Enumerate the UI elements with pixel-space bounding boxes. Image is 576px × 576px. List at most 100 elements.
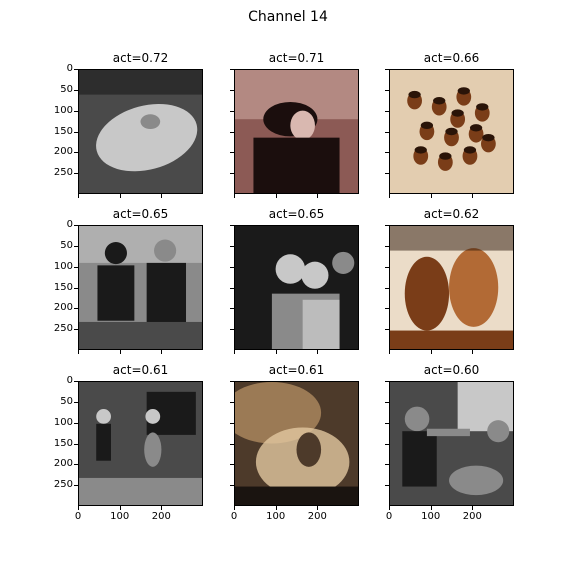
subplot: act=0.71 [230, 51, 359, 198]
activation-image [234, 381, 359, 506]
y-tick [385, 152, 389, 154]
y-tick [74, 464, 78, 466]
x-tick [317, 350, 319, 354]
y-tick [385, 381, 389, 382]
y-tick-label: 200 [53, 458, 73, 470]
y-tick-label: 50 [60, 239, 73, 251]
x-tick-label: 0 [74, 511, 82, 522]
x-tick [161, 350, 163, 354]
y-tick [74, 287, 78, 289]
subplot-title: act=0.60 [423, 363, 480, 377]
y-tick [230, 245, 234, 247]
activation-image [234, 69, 359, 194]
x-tick [472, 350, 474, 354]
x-tick-label: 0 [230, 511, 238, 522]
y-tick [230, 266, 234, 268]
subplot: act=0.66 [385, 51, 514, 198]
x-tick [161, 194, 163, 198]
y-tick [74, 443, 78, 445]
y-tick [74, 422, 78, 424]
y-tick [74, 69, 78, 70]
subplot-title: act=0.61 [268, 363, 325, 377]
subplot: act=0.61 0 50 100 150 200 250 0 100 200 [54, 363, 203, 522]
x-tick [275, 350, 277, 354]
x-tick [234, 506, 235, 510]
subplot-title: act=0.71 [268, 51, 325, 65]
y-tick [74, 381, 78, 382]
y-tick [74, 329, 78, 331]
subplot-title: act=0.65 [268, 207, 325, 221]
y-tick [230, 381, 234, 382]
y-tick-label: 0 [66, 63, 73, 74]
y-tick-label: 150 [53, 437, 73, 449]
x-tick [78, 194, 79, 198]
x-tick-label: 200 [462, 511, 482, 522]
y-tick [230, 287, 234, 289]
y-tick [230, 443, 234, 445]
x-tick [234, 350, 235, 354]
y-tick [230, 464, 234, 466]
y-tick [230, 422, 234, 424]
y-tick [385, 308, 389, 310]
y-tick [74, 225, 78, 226]
y-tick [74, 401, 78, 403]
x-tick [389, 194, 390, 198]
x-tick [78, 506, 79, 510]
subplot: act=0.62 [385, 207, 514, 354]
y-tick-label: 150 [53, 125, 73, 137]
x-tick [317, 506, 319, 510]
y-tick [230, 69, 234, 70]
x-tick-label: 100 [421, 511, 441, 522]
subplot: act=0.72 0 50 100 150 200 250 [54, 51, 203, 198]
y-tick-label: 250 [53, 167, 73, 179]
x-tick-label: 200 [151, 511, 171, 522]
subplot: act=0.65 [230, 207, 359, 354]
activation-image [389, 69, 514, 194]
y-tick [74, 110, 78, 112]
x-tick [119, 506, 121, 510]
y-tick-label: 0 [66, 219, 73, 230]
y-tick-label: 250 [53, 323, 73, 335]
y-tick [230, 329, 234, 331]
y-tick [385, 110, 389, 112]
x-tick [389, 506, 390, 510]
subplot-title: act=0.66 [423, 51, 480, 65]
subplot-title: act=0.65 [112, 207, 169, 221]
activation-image [389, 225, 514, 350]
activation-image [78, 381, 203, 506]
subplot: act=0.65 0 50 100 150 200 250 [54, 207, 203, 354]
y-tick-label: 200 [53, 302, 73, 314]
y-tick [74, 152, 78, 154]
y-tick [385, 173, 389, 175]
y-tick [230, 225, 234, 226]
y-tick [385, 69, 389, 70]
figure-title: Channel 14 [248, 9, 328, 25]
x-tick [234, 194, 235, 198]
y-tick-label: 50 [60, 83, 73, 95]
y-tick [385, 287, 389, 289]
y-tick [385, 422, 389, 424]
x-tick [119, 350, 121, 354]
x-tick-label: 100 [110, 511, 130, 522]
y-tick [230, 308, 234, 310]
x-tick [430, 194, 432, 198]
y-tick [74, 266, 78, 268]
subplot-title: act=0.72 [112, 51, 169, 65]
activation-image [78, 69, 203, 194]
x-tick-label: 0 [385, 511, 393, 522]
x-tick [275, 506, 277, 510]
y-tick [385, 485, 389, 487]
y-tick-label: 50 [60, 395, 73, 407]
y-tick [230, 152, 234, 154]
x-tick [119, 194, 121, 198]
x-tick [472, 194, 474, 198]
x-tick [430, 506, 432, 510]
x-tick [389, 350, 390, 354]
y-tick [230, 110, 234, 112]
y-tick [74, 485, 78, 487]
subplot-title: act=0.61 [112, 363, 169, 377]
y-tick [230, 131, 234, 133]
x-tick [317, 194, 319, 198]
y-tick-label: 100 [53, 416, 73, 428]
